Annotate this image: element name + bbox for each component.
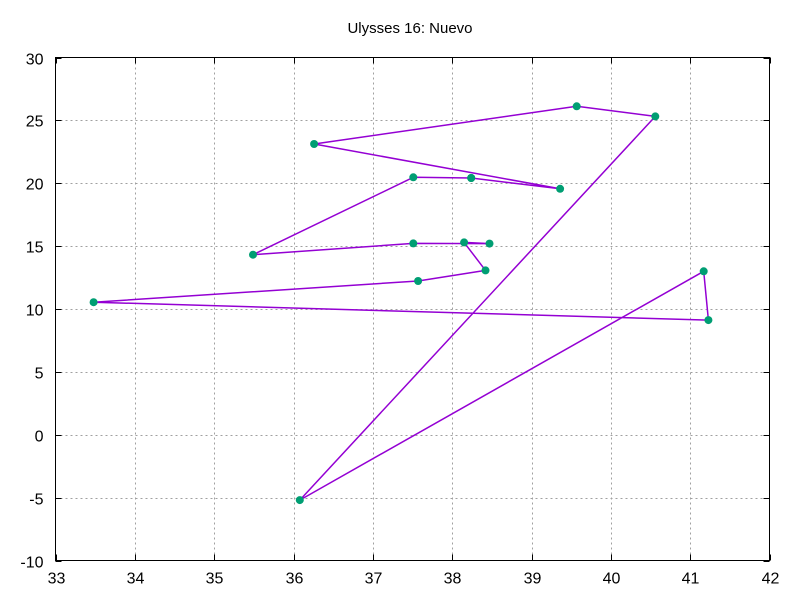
data-point (467, 174, 476, 182)
data-point (414, 277, 423, 285)
y-tick-label: -10 (20, 555, 43, 572)
data-point (485, 239, 494, 248)
x-tick-label: 40 (603, 571, 621, 588)
x-tick-label: 35 (206, 571, 224, 588)
y-tick-label: 15 (26, 240, 44, 257)
data-point (89, 298, 98, 307)
data-point (572, 102, 581, 111)
y-tick-label: 25 (26, 114, 44, 131)
y-tick-label: -5 (29, 492, 43, 509)
data-point (481, 266, 490, 275)
grid (55, 57, 770, 561)
series-line (92, 105, 710, 501)
y-tick-label: 10 (26, 303, 44, 320)
data-point (460, 238, 469, 247)
x-tick-label: 34 (127, 571, 145, 588)
x-tick-label: 36 (286, 571, 304, 588)
data-point (409, 239, 418, 248)
y-tick-label: 5 (35, 366, 44, 383)
x-tick-label: 37 (365, 571, 383, 588)
data-point (651, 112, 660, 121)
x-tick-label: 33 (48, 571, 66, 588)
x-tick-label: 41 (682, 571, 700, 588)
data-point (409, 173, 418, 182)
axis-ticks: 33 34 35 36 37 38 39 40 41 42 -10 -5 0 5 10 15 20 25 30 (20, 52, 779, 588)
y-tick-label: 30 (26, 52, 44, 69)
y-tick-label: 20 (26, 177, 44, 194)
x-tick-label: 39 (524, 571, 542, 588)
series (89, 102, 713, 505)
x-tick-label: 42 (762, 571, 780, 588)
x-tick-label: 38 (444, 571, 462, 588)
data-point (310, 140, 319, 148)
data-point (699, 267, 708, 276)
y-tick-label: 0 (35, 429, 44, 446)
data-point (295, 496, 304, 505)
data-point (249, 250, 257, 259)
chart-title: Ulysses 16: Nuevo (347, 20, 472, 37)
data-point (556, 184, 565, 193)
data-point (704, 316, 713, 325)
